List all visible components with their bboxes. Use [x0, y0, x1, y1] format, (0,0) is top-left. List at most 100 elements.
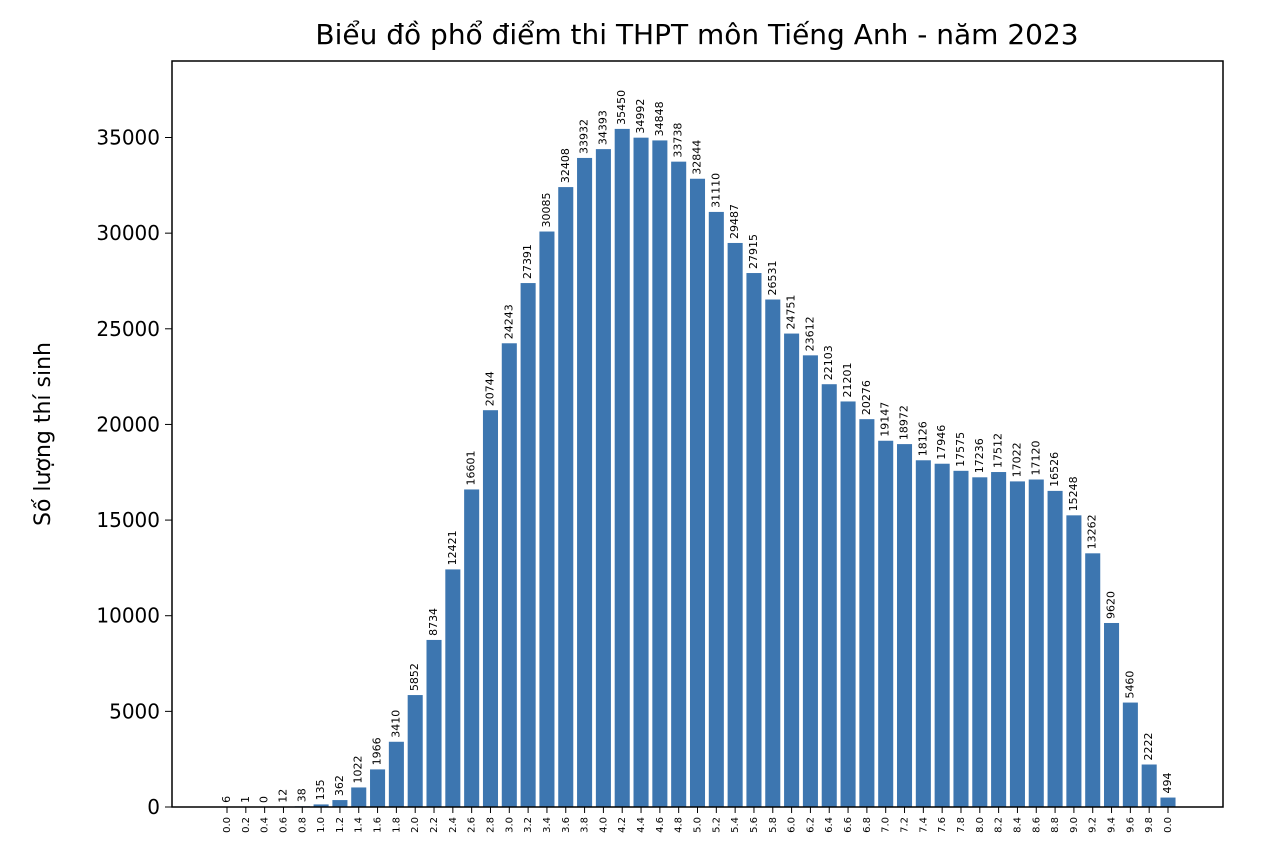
- x-tick-label: 5.0: [693, 817, 704, 833]
- data-label: 17512: [992, 433, 1005, 468]
- bar: [840, 401, 856, 807]
- x-tick-label: 1.8: [391, 817, 402, 833]
- data-label: 17120: [1029, 441, 1042, 476]
- x-tick-label: 0.2: [241, 817, 252, 833]
- x-tick-label: 5.4: [730, 817, 741, 833]
- bar: [821, 384, 837, 807]
- x-tick-label: 8.4: [1012, 817, 1023, 833]
- bar: [991, 472, 1007, 807]
- data-label: 38: [295, 788, 308, 802]
- data-label: 34992: [634, 99, 647, 134]
- y-tick-label: 30000: [96, 221, 160, 245]
- y-tick-label: 20000: [96, 412, 160, 436]
- data-label: 362: [333, 775, 346, 796]
- x-tick-label: 2.6: [467, 817, 478, 833]
- bar: [1047, 490, 1063, 807]
- x-tick-label: 7.2: [900, 817, 911, 833]
- x-tick-label: 8.6: [1031, 817, 1042, 833]
- bar: [784, 333, 800, 807]
- x-tick-label: 9.4: [1107, 817, 1118, 833]
- x-tick-label: 6.0: [787, 817, 798, 833]
- bar: [482, 410, 499, 807]
- bar: [577, 157, 593, 807]
- x-tick-label: 5.2: [711, 817, 722, 833]
- data-label: 12: [276, 789, 289, 803]
- data-label: 18972: [898, 405, 911, 440]
- data-label: 29487: [728, 204, 741, 239]
- x-tick-label: 7.0: [881, 817, 892, 833]
- y-tick-label: 10000: [96, 604, 160, 628]
- bar: [1141, 764, 1157, 807]
- x-tick-label: 5.6: [749, 817, 760, 833]
- x-tick-label: 0.0: [222, 817, 233, 833]
- x-tick-label: 0.8: [297, 817, 308, 833]
- x-tick-label: 2.8: [485, 817, 496, 833]
- x-tick-label: 7.6: [937, 817, 948, 833]
- x-tick-label: 9.6: [1125, 817, 1136, 833]
- bar: [746, 273, 762, 808]
- x-tick-label: 3.6: [561, 817, 572, 833]
- data-label: 34393: [596, 110, 609, 145]
- x-tick-label: 7.8: [956, 817, 967, 833]
- data-label: 19147: [879, 402, 892, 437]
- chart-title: Biểu đồ phổ điểm thi THPT môn Tiếng Anh …: [315, 18, 1078, 51]
- data-label: 17022: [1010, 442, 1023, 477]
- data-label: 33932: [578, 119, 591, 154]
- data-label: 20276: [860, 380, 873, 415]
- data-label: 35450: [615, 90, 628, 125]
- bar: [765, 299, 781, 807]
- data-label: 16526: [1048, 452, 1061, 487]
- data-label: 2222: [1142, 732, 1155, 760]
- bar: [426, 639, 442, 807]
- x-tick-label: 7.4: [918, 817, 929, 833]
- data-label: 23612: [803, 316, 816, 351]
- data-label: 27391: [521, 244, 534, 279]
- data-label: 16601: [465, 450, 478, 485]
- x-tick-label: 4.0: [598, 817, 609, 833]
- x-tick-label: 2.0: [410, 817, 421, 833]
- bar: [1028, 479, 1044, 807]
- data-label: 1022: [352, 755, 365, 783]
- bar: [878, 440, 894, 807]
- x-tick-label: 3.2: [523, 817, 534, 833]
- data-label: 15248: [1067, 476, 1080, 511]
- bar: [332, 800, 348, 807]
- x-tick-label: 8.8: [1050, 817, 1061, 833]
- data-label: 18126: [916, 421, 929, 456]
- bar: [727, 242, 743, 807]
- x-tick-label: 1.6: [373, 817, 384, 833]
- bar: [896, 444, 913, 807]
- x-tick-label: 2.2: [429, 817, 440, 833]
- data-label: 30085: [540, 193, 553, 228]
- data-label: 17946: [935, 425, 948, 460]
- x-tick-label: 6.4: [824, 817, 835, 833]
- bar: [708, 211, 724, 808]
- x-tick-label: 3.8: [580, 817, 591, 833]
- data-label: 17236: [973, 438, 986, 473]
- x-tick-label: 4.6: [655, 817, 666, 833]
- x-tick-label: 9.0: [1069, 817, 1080, 833]
- x-tick-label: 5.8: [768, 817, 779, 833]
- x-tick-label: 6.8: [862, 817, 873, 833]
- bar: [464, 489, 480, 807]
- x-tick-label: 3.4: [542, 817, 553, 833]
- x-tick-label: 4.4: [636, 817, 647, 833]
- x-tick-label: 8.0: [975, 817, 986, 833]
- x-tick-label: 9.2: [1088, 817, 1099, 833]
- bar: [859, 419, 875, 807]
- x-tick-label: 1.2: [335, 817, 346, 833]
- data-label: 24243: [502, 304, 515, 339]
- data-label: 34848: [653, 101, 666, 136]
- bar: [520, 283, 536, 807]
- bar: [614, 128, 630, 807]
- bar: [671, 161, 687, 808]
- y-tick-label: 0: [147, 795, 160, 819]
- data-label: 494: [1161, 773, 1174, 794]
- data-label: 17575: [954, 432, 967, 467]
- x-tick-label: 9.8: [1144, 817, 1155, 833]
- bar: [953, 470, 969, 807]
- data-label: 31110: [709, 173, 722, 208]
- data-label: 12421: [446, 530, 459, 565]
- y-tick-label: 25000: [96, 317, 160, 341]
- data-label: 13262: [1086, 514, 1099, 549]
